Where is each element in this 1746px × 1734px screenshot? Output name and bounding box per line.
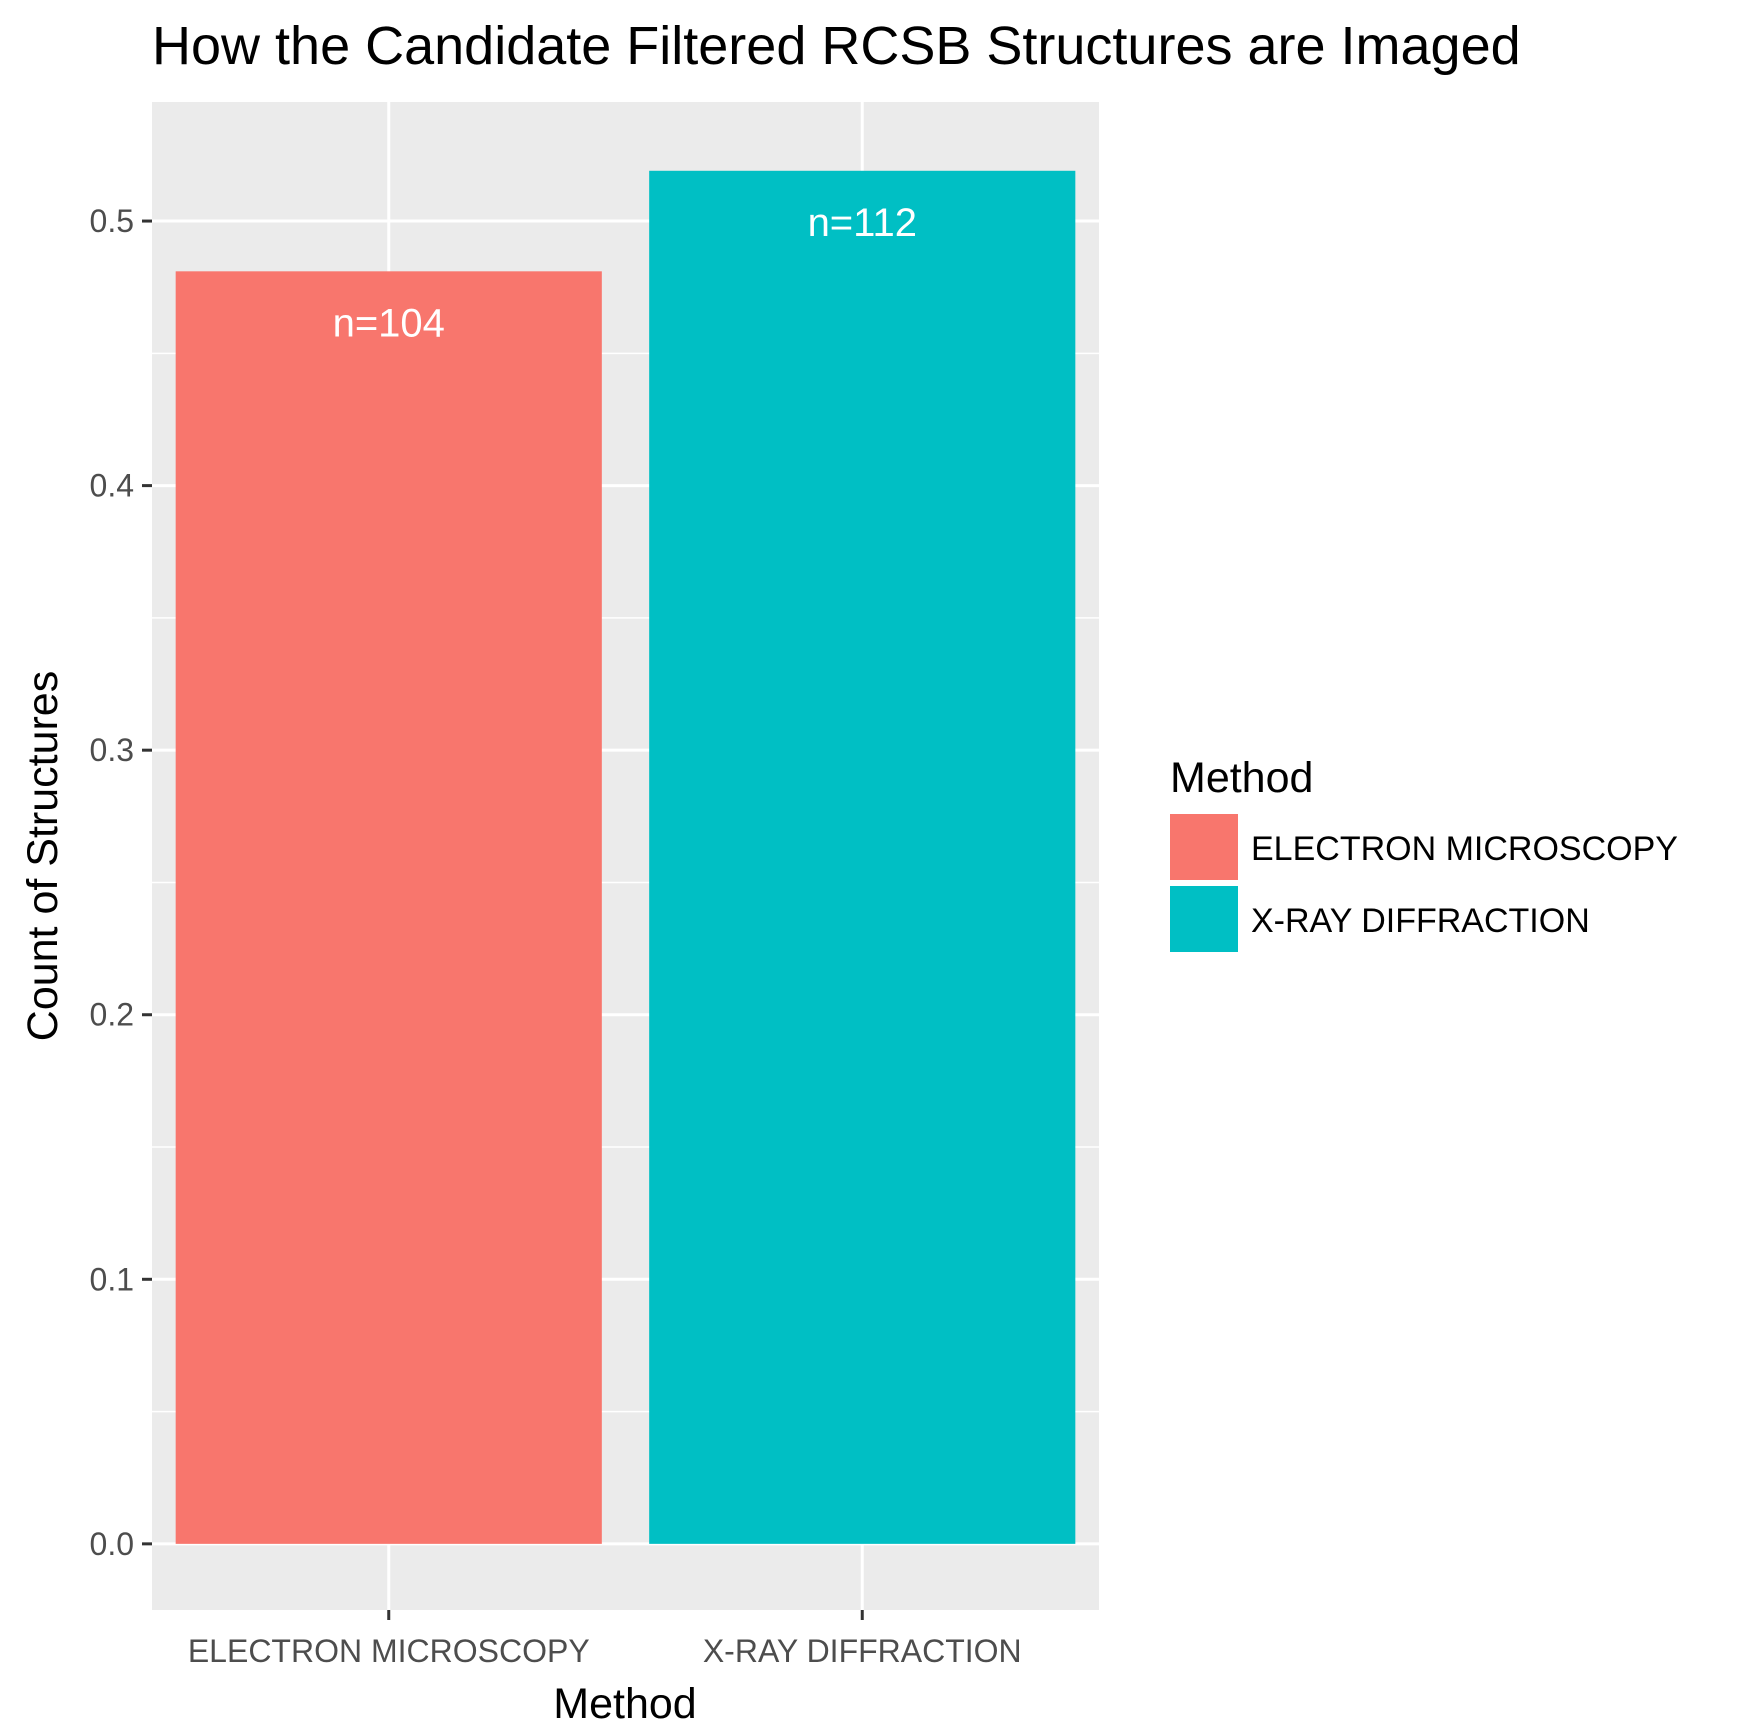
bar-x-ray-diffraction [649, 170, 1076, 1544]
axes: 0.0 0.1 0.2 0.3 0.4 0.5 ELECTRON MICROSCOPY X-R… [90, 203, 1022, 1669]
legend-label-electron-microscopy: ELECTRON MICROSCOPY [1251, 830, 1678, 868]
y-tick-label: 0.3 [90, 732, 134, 768]
chart-title: How the Candidate Filtered RCSB Structur… [152, 16, 1521, 76]
data-labels: n=104 n=112 [333, 201, 917, 346]
y-tick-label: 0.2 [90, 997, 134, 1033]
y-axis-title: Count of Structures [19, 671, 67, 1041]
legend-title: Method [1170, 754, 1313, 802]
bars [175, 170, 1076, 1544]
x-tick-label: ELECTRON MICROSCOPY [188, 1633, 590, 1669]
data-label: n=104 [333, 301, 445, 345]
legend-label-x-ray-diffraction: X-RAY DIFFRACTION [1251, 902, 1590, 940]
x-axis-title: Method [553, 1680, 696, 1728]
data-label: n=112 [808, 201, 917, 245]
y-tick-label: 0.5 [90, 203, 134, 239]
legend-swatch-electron-microscopy [1170, 814, 1238, 880]
legend: Method ELECTRON MICROSCOPY X-RAY DIFFRAC… [1170, 754, 1678, 952]
y-tick-label: 0.1 [90, 1261, 134, 1297]
legend-swatch-x-ray-diffraction [1170, 886, 1238, 952]
x-tick-label: X-RAY DIFFRACTION [703, 1633, 1022, 1669]
bar-electron-microscopy [175, 271, 602, 1544]
y-tick-label: 0.4 [90, 468, 134, 504]
y-tick-label: 0.0 [90, 1526, 134, 1562]
